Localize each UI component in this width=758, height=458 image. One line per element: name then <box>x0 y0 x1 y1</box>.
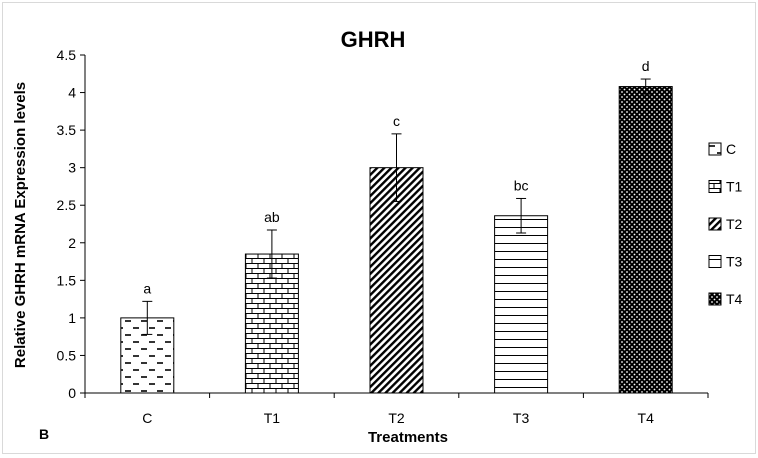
y-tick-label: 0 <box>68 385 76 401</box>
y-axis: 0 0.5 1 1.5 2 2.5 3 3.5 4 4.5 <box>57 47 86 401</box>
y-tick-label: 3 <box>68 160 76 176</box>
x-axis: C T1 T2 T3 T4 <box>84 392 709 426</box>
significance-label-C: a <box>143 280 151 296</box>
bar-T4 <box>618 86 673 394</box>
chart-title: GHRH <box>341 27 406 52</box>
legend-swatch-T4 <box>708 292 722 306</box>
x-tick-label: T2 <box>388 410 405 426</box>
bar-chart: GHRH Relative GHRH mRNA Expression level… <box>12 27 743 446</box>
legend-label-T2: T2 <box>726 216 743 232</box>
legend-swatch-T3 <box>708 255 722 268</box>
bar-T3 <box>494 215 549 394</box>
y-tick-label: 1.5 <box>57 272 77 288</box>
y-tick-label: 2.5 <box>57 197 77 213</box>
y-tick-label: 0.5 <box>57 347 77 363</box>
y-tick-label: 3.5 <box>57 122 77 138</box>
legend-swatch-C <box>708 142 722 156</box>
y-tick-label: 4 <box>68 85 76 101</box>
significance-label-T1: ab <box>264 209 280 225</box>
x-tick-label: C <box>142 410 152 426</box>
legend: C T1 T2 T3 T4 <box>708 141 743 307</box>
significance-label-T4: d <box>642 58 650 74</box>
legend-swatch-T2 <box>708 217 722 231</box>
legend-label-C: C <box>726 141 736 157</box>
y-tick-label: 2 <box>68 235 76 251</box>
bars: a ab c bc d <box>120 58 673 394</box>
x-axis-label: Treatments <box>368 429 448 446</box>
legend-label-T4: T4 <box>726 291 743 307</box>
significance-label-T2: c <box>393 113 400 129</box>
x-tick-label: T1 <box>264 410 281 426</box>
legend-label-T1: T1 <box>726 179 743 195</box>
y-axis-label: Relative GHRH mRNA Expression levels <box>12 82 29 368</box>
panel-label: B <box>39 426 49 442</box>
x-tick-label: T4 <box>638 410 655 426</box>
x-tick-label: T3 <box>513 410 530 426</box>
y-tick-label: 1 <box>68 310 76 326</box>
significance-label-T3: bc <box>514 177 529 193</box>
legend-swatch-T1 <box>708 180 722 193</box>
y-tick-label: 4.5 <box>57 47 77 63</box>
legend-label-T3: T3 <box>726 254 743 270</box>
